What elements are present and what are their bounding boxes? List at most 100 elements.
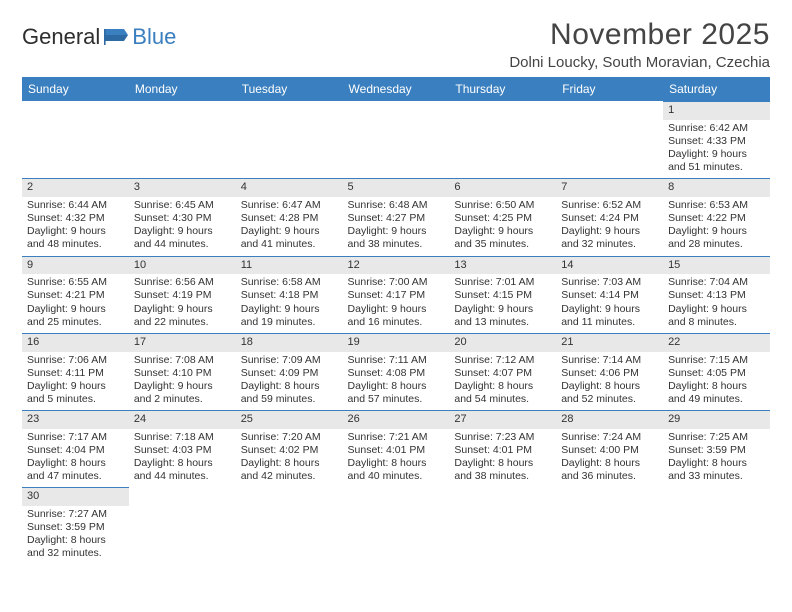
calendar-week-row: 30Sunrise: 7:27 AMSunset: 3:59 PMDayligh… [22,487,770,564]
calendar-cell: 5Sunrise: 6:48 AMSunset: 4:27 PMDaylight… [343,178,450,255]
sunset-text: Sunset: 4:13 PM [668,289,765,302]
weekday-header: Tuesday [236,77,343,101]
daylight-text-2: and 40 minutes. [348,470,445,483]
day-details: Sunrise: 7:23 AMSunset: 4:01 PMDaylight:… [449,429,556,488]
day-details: Sunrise: 6:53 AMSunset: 4:22 PMDaylight:… [663,197,770,256]
month-title: November 2025 [509,18,770,52]
calendar-cell [343,487,450,564]
daylight-text-1: Daylight: 9 hours [454,303,551,316]
day-details: Sunrise: 7:11 AMSunset: 4:08 PMDaylight:… [343,352,450,411]
sunset-text: Sunset: 4:25 PM [454,212,551,225]
daylight-text-1: Daylight: 9 hours [668,225,765,238]
daylight-text-1: Daylight: 9 hours [27,225,124,238]
calendar-week-row: 2Sunrise: 6:44 AMSunset: 4:32 PMDaylight… [22,178,770,255]
sunrise-text: Sunrise: 6:52 AM [561,199,658,212]
daylight-text-2: and 44 minutes. [134,238,231,251]
day-details: Sunrise: 6:47 AMSunset: 4:28 PMDaylight:… [236,197,343,256]
weekday-header: Wednesday [343,77,450,101]
day-number: 9 [22,256,129,275]
day-details: Sunrise: 7:00 AMSunset: 4:17 PMDaylight:… [343,274,450,333]
day-details: Sunrise: 7:03 AMSunset: 4:14 PMDaylight:… [556,274,663,333]
day-number: 17 [129,333,236,352]
sunrise-text: Sunrise: 7:00 AM [348,276,445,289]
sunset-text: Sunset: 4:05 PM [668,367,765,380]
sunset-text: Sunset: 4:15 PM [454,289,551,302]
daylight-text-1: Daylight: 9 hours [134,225,231,238]
weekday-header: Thursday [449,77,556,101]
sunrise-text: Sunrise: 6:45 AM [134,199,231,212]
day-details: Sunrise: 7:24 AMSunset: 4:00 PMDaylight:… [556,429,663,488]
sunrise-text: Sunrise: 6:44 AM [27,199,124,212]
day-number: 7 [556,178,663,197]
logo-text-1: General [22,24,100,50]
daylight-text-1: Daylight: 8 hours [561,457,658,470]
daylight-text-1: Daylight: 8 hours [134,457,231,470]
day-details: Sunrise: 7:20 AMSunset: 4:02 PMDaylight:… [236,429,343,488]
calendar-cell: 22Sunrise: 7:15 AMSunset: 4:05 PMDayligh… [663,333,770,410]
daylight-text-2: and 25 minutes. [27,316,124,329]
daylight-text-1: Daylight: 8 hours [454,457,551,470]
sunset-text: Sunset: 4:11 PM [27,367,124,380]
sunrise-text: Sunrise: 7:27 AM [27,508,124,521]
sunrise-text: Sunrise: 7:15 AM [668,354,765,367]
daylight-text-1: Daylight: 9 hours [241,225,338,238]
sunset-text: Sunset: 4:30 PM [134,212,231,225]
daylight-text-1: Daylight: 9 hours [454,225,551,238]
day-number: 27 [449,410,556,429]
daylight-text-1: Daylight: 8 hours [241,380,338,393]
sunset-text: Sunset: 4:14 PM [561,289,658,302]
day-details: Sunrise: 7:14 AMSunset: 4:06 PMDaylight:… [556,352,663,411]
sunset-text: Sunset: 4:01 PM [348,444,445,457]
sunrise-text: Sunrise: 7:08 AM [134,354,231,367]
daylight-text-2: and 32 minutes. [561,238,658,251]
day-number: 11 [236,256,343,275]
calendar-cell: 17Sunrise: 7:08 AMSunset: 4:10 PMDayligh… [129,333,236,410]
calendar-cell: 16Sunrise: 7:06 AMSunset: 4:11 PMDayligh… [22,333,129,410]
weekday-header-row: Sunday Monday Tuesday Wednesday Thursday… [22,77,770,101]
day-details: Sunrise: 7:06 AMSunset: 4:11 PMDaylight:… [22,352,129,411]
day-details: Sunrise: 7:04 AMSunset: 4:13 PMDaylight:… [663,274,770,333]
calendar-cell: 6 Sunrise: 6:50 AMSunset: 4:25 PMDaylight… [449,178,556,255]
sunset-text: Sunset: 4:10 PM [134,367,231,380]
daylight-text-2: and 13 minutes. [454,316,551,329]
daylight-text-1: Daylight: 9 hours [561,303,658,316]
daylight-text-2: and 47 minutes. [27,470,124,483]
day-details: Sunrise: 7:15 AMSunset: 4:05 PMDaylight:… [663,352,770,411]
day-details: Sunrise: 7:17 AMSunset: 4:04 PMDaylight:… [22,429,129,488]
logo-flag-icon [104,28,130,46]
calendar-cell [129,487,236,564]
daylight-text-2: and 11 minutes. [561,316,658,329]
day-number: 22 [663,333,770,352]
daylight-text-1: Daylight: 8 hours [454,380,551,393]
sunrise-text: Sunrise: 6:42 AM [668,122,765,135]
sunrise-text: Sunrise: 7:12 AM [454,354,551,367]
calendar-cell: 18Sunrise: 7:09 AMSunset: 4:09 PMDayligh… [236,333,343,410]
sunrise-text: Sunrise: 7:01 AM [454,276,551,289]
day-number: 4 [236,178,343,197]
sunrise-text: Sunrise: 7:21 AM [348,431,445,444]
day-number: 3 [129,178,236,197]
calendar-cell: 14Sunrise: 7:03 AMSunset: 4:14 PMDayligh… [556,256,663,333]
sunset-text: Sunset: 4:09 PM [241,367,338,380]
calendar-cell [556,101,663,178]
calendar-cell [663,487,770,564]
daylight-text-1: Daylight: 9 hours [241,303,338,316]
calendar-cell: 7Sunrise: 6:52 AMSunset: 4:24 PMDaylight… [556,178,663,255]
daylight-text-2: and 42 minutes. [241,470,338,483]
daylight-text-2: and 32 minutes. [27,547,124,560]
daylight-text-1: Daylight: 8 hours [348,380,445,393]
logo-text-2: Blue [132,24,176,50]
daylight-text-2: and 36 minutes. [561,470,658,483]
calendar-cell: 15Sunrise: 7:04 AMSunset: 4:13 PMDayligh… [663,256,770,333]
daylight-text-2: and 8 minutes. [668,316,765,329]
sunrise-text: Sunrise: 7:09 AM [241,354,338,367]
day-number: 5 [343,178,450,197]
sunrise-text: Sunrise: 7:25 AM [668,431,765,444]
sunrise-text: Sunrise: 6:50 AM [454,199,551,212]
daylight-text-1: Daylight: 9 hours [27,303,124,316]
day-details: Sunrise: 6:44 AMSunset: 4:32 PMDaylight:… [22,197,129,256]
daylight-text-1: Daylight: 8 hours [27,457,124,470]
day-number: 6 [449,178,556,197]
calendar-week-row: 16Sunrise: 7:06 AMSunset: 4:11 PMDayligh… [22,333,770,410]
daylight-text-2: and 2 minutes. [134,393,231,406]
